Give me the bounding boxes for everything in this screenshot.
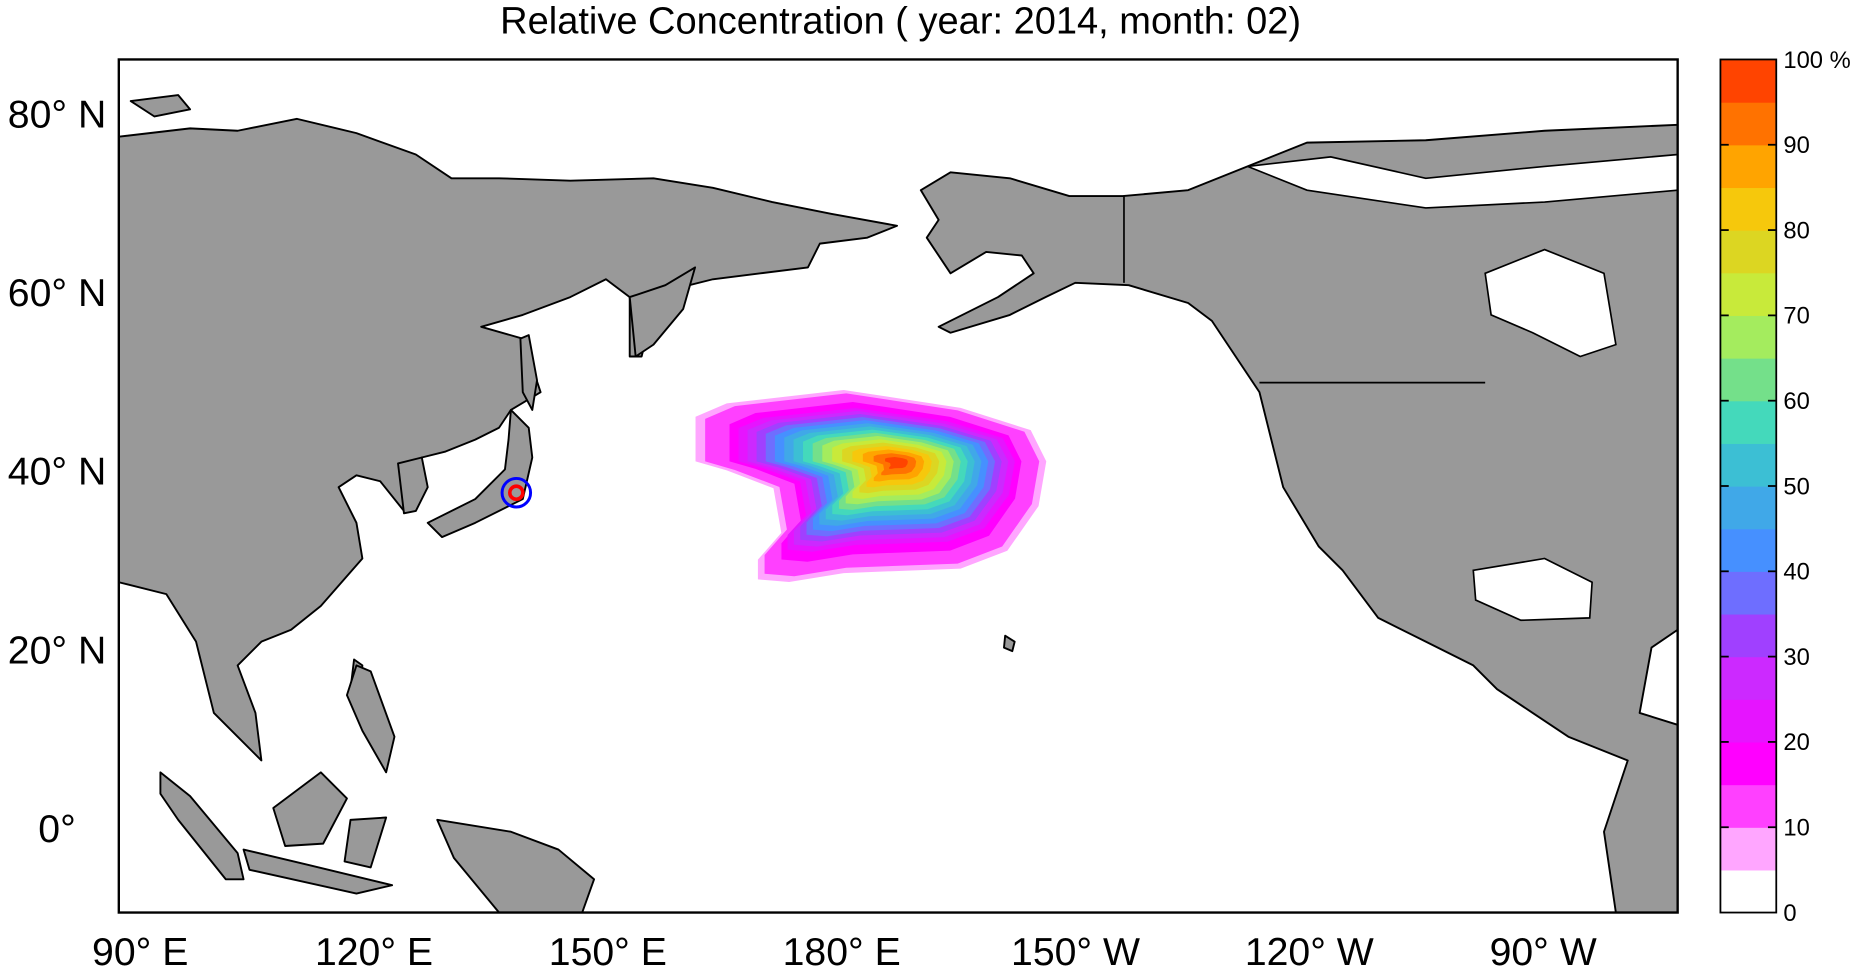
x-tick-label: 150° W: [1011, 931, 1140, 972]
colorbar-tick-label: 10: [1783, 815, 1809, 842]
colorbar-band: [1720, 59, 1777, 103]
colorbar-tick-label: 70: [1783, 303, 1809, 330]
arctic-channels: [1247, 153, 1678, 209]
land-kamchatka: [628, 266, 697, 358]
colorbar-band: [1720, 272, 1777, 316]
colorbar-tick-label: 80: [1783, 217, 1809, 244]
y-tick-label: 20° N: [8, 629, 106, 672]
land-philippines: [345, 664, 396, 774]
y-tick-label: 0°: [38, 808, 75, 851]
colorbar-tick-label: 90: [1783, 132, 1809, 159]
map-frame: [117, 58, 1679, 914]
colorbar-band: [1720, 187, 1777, 231]
source-outer-circle-icon: [500, 476, 533, 509]
chart-title: Relative Concentration ( year: 2014, mon…: [500, 0, 1301, 42]
colorbar-band: [1720, 613, 1777, 658]
x-tick-label: 120° E: [315, 931, 433, 972]
gulf-of-mexico: [1472, 557, 1593, 622]
colorbar-tick-label: 60: [1783, 388, 1809, 415]
x-tick-label: 120° W: [1245, 931, 1374, 972]
x-tick-label: 90° E: [92, 931, 188, 972]
y-tick-label: 40° N: [8, 451, 106, 494]
plume-contour-band: [885, 457, 908, 469]
colorbar-band: [1720, 869, 1777, 914]
colorbar-band: [1720, 102, 1777, 146]
land-japan: [426, 409, 534, 539]
y-axis-ticks: 80° N 60° N 40° N 20° N 0°: [8, 93, 106, 851]
land-sakhalin: [519, 334, 538, 411]
colorbar-band: [1720, 699, 1777, 743]
y-tick-label: 80° N: [8, 93, 106, 136]
colorbar-band: [1720, 315, 1777, 359]
colorbar-tick-label: 20: [1783, 729, 1809, 756]
source-marker: [500, 476, 533, 509]
colorbar: 0 10 20 30 40 50 60 70 80 90 100 %: [1719, 47, 1851, 927]
colorbar-band: [1720, 486, 1777, 530]
x-tick-label: 90° W: [1490, 931, 1597, 972]
hudson-bay: [1484, 248, 1617, 358]
colorbar-band: [1720, 741, 1777, 786]
colorbar-band: [1720, 784, 1777, 828]
colorbar-tick-label: 40: [1783, 559, 1809, 586]
colorbar-tick-label: 0: [1783, 900, 1796, 927]
colorbar-band: [1720, 528, 1777, 572]
colorbar-band: [1720, 443, 1777, 487]
source-inner-circle-icon: [508, 484, 525, 502]
x-axis-ticks: 90° E 120° E 150° E 180° E 150° W 120° W 90° W: [92, 931, 1597, 972]
colorbar-band: [1720, 400, 1777, 444]
plume-layer: [695, 389, 1047, 583]
land-sulawesi: [343, 816, 388, 869]
land-arctic-island: [129, 94, 192, 118]
map-area: [118, 59, 1678, 913]
land-korea: [397, 456, 429, 515]
land-hawaii: [1003, 634, 1016, 653]
colorbar-band: [1720, 656, 1777, 700]
y-tick-label: 60° N: [8, 272, 106, 315]
x-tick-label: 150° E: [549, 931, 667, 972]
land-java: [242, 848, 394, 895]
land-asia: [118, 117, 898, 762]
land-north-america: [919, 123, 1678, 913]
colorbar-band: [1720, 827, 1777, 871]
land-new-guinea: [436, 818, 596, 913]
land-borneo: [272, 771, 348, 847]
colorbar-band: [1720, 571, 1777, 615]
colorbar-tick-label: 30: [1783, 644, 1809, 671]
x-tick-label: 180° E: [783, 931, 901, 972]
colorbar-tick-label: 50: [1783, 473, 1809, 500]
colorbar-band: [1720, 230, 1777, 274]
colorbar-tick-label: 100 %: [1783, 47, 1850, 74]
land-sumatra: [159, 771, 245, 881]
landmasses: [118, 94, 1678, 913]
colorbar-band: [1720, 144, 1777, 189]
colorbar-band: [1720, 358, 1777, 402]
